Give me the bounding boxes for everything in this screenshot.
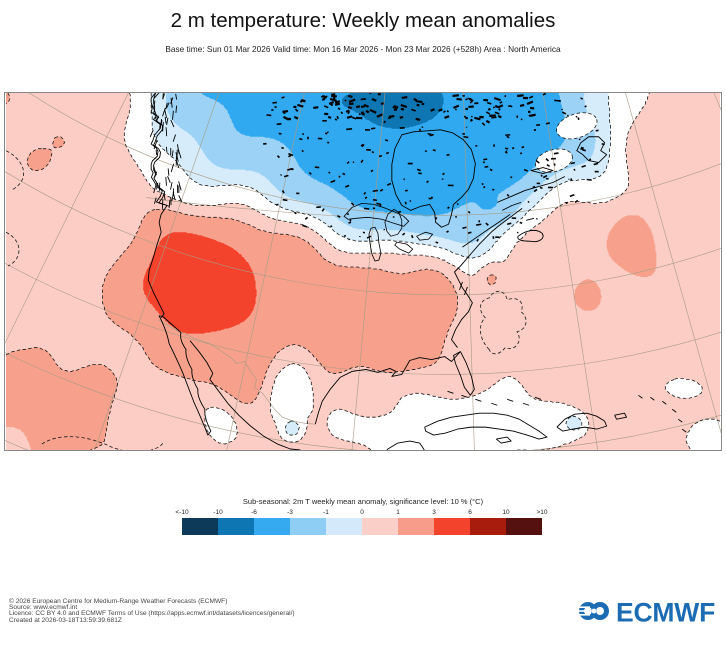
svg-text:ECMWF: ECMWF (616, 598, 715, 628)
